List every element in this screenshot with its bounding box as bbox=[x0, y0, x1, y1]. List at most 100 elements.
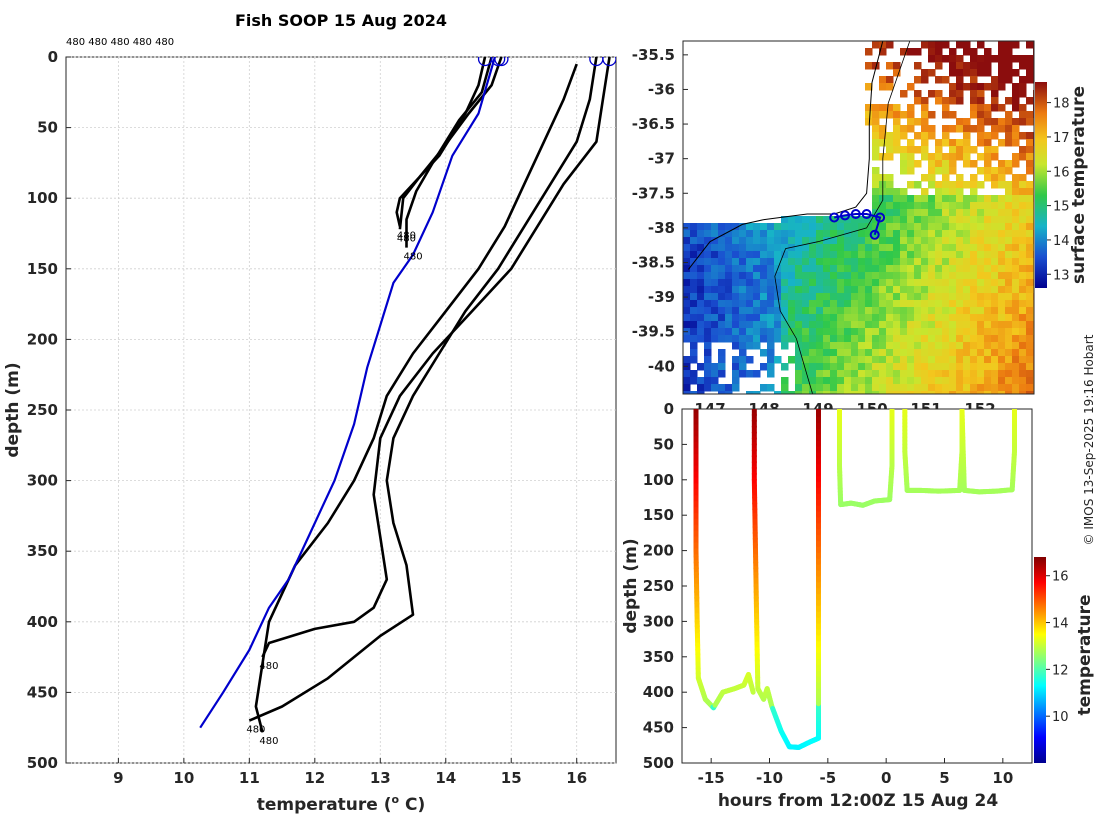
sst-pixel bbox=[935, 258, 943, 266]
sst-pixel bbox=[977, 90, 985, 98]
sst-pixel bbox=[963, 146, 971, 154]
sst-pixel bbox=[900, 377, 908, 385]
sst-pixel bbox=[725, 237, 733, 245]
sst-pixel bbox=[1005, 272, 1013, 280]
sst-pixel bbox=[956, 237, 964, 245]
sst-pixel bbox=[697, 377, 705, 385]
sst-pixel bbox=[991, 125, 999, 133]
sst-pixel bbox=[928, 181, 936, 189]
sst-pixel bbox=[970, 195, 978, 203]
sst-pixel bbox=[795, 265, 803, 273]
sst-pixel bbox=[900, 132, 908, 140]
top-profile-labels: 480 480 480 480 480 bbox=[66, 37, 174, 48]
sst-pixel bbox=[977, 265, 985, 273]
sst-pixel bbox=[949, 356, 957, 364]
sst-pixel bbox=[991, 230, 999, 238]
sst-pixel bbox=[704, 356, 712, 364]
sst-pixel bbox=[907, 356, 915, 364]
sst-pixel bbox=[900, 223, 908, 231]
sst-pixel bbox=[879, 328, 887, 336]
sst-pixel bbox=[1005, 195, 1013, 203]
sst-pixel bbox=[760, 223, 768, 231]
sst-pixel bbox=[830, 321, 838, 329]
sst-pixel bbox=[963, 258, 971, 266]
sst-pixel bbox=[942, 244, 950, 252]
sst-pixel bbox=[893, 377, 901, 385]
sst-pixel bbox=[1005, 300, 1013, 308]
sst-pixel bbox=[900, 188, 908, 196]
sst-pixel bbox=[963, 181, 971, 189]
sst-pixel bbox=[886, 377, 894, 385]
sst-pixel bbox=[956, 174, 964, 182]
sst-pixel bbox=[690, 244, 698, 252]
sst-pixel bbox=[823, 384, 831, 392]
sst-pixel bbox=[907, 223, 915, 231]
sst-pixel bbox=[998, 265, 1006, 273]
sst-pixel bbox=[963, 370, 971, 378]
sst-pixel bbox=[921, 132, 929, 140]
sst-pixel bbox=[921, 307, 929, 315]
sst-pixel bbox=[809, 391, 817, 394]
sst-pixel bbox=[816, 314, 824, 322]
profile-end-label: 480 bbox=[259, 661, 278, 672]
sst-pixel bbox=[942, 349, 950, 357]
lat-tick-label: -35.5 bbox=[632, 46, 675, 64]
sst-pixel bbox=[809, 251, 817, 259]
sst-pixel bbox=[774, 314, 782, 322]
sst-pixel bbox=[872, 363, 880, 371]
sst-pixel bbox=[935, 300, 943, 308]
y-tick-label: 0 bbox=[664, 400, 674, 418]
sst-pixel bbox=[991, 97, 999, 105]
sst-pixel bbox=[858, 307, 866, 315]
series-line-profile-6 bbox=[261, 57, 611, 658]
sst-pixel bbox=[907, 363, 915, 371]
sst-pixel bbox=[970, 146, 978, 154]
sst-pixel bbox=[1019, 300, 1027, 308]
sst-pixel bbox=[893, 384, 901, 392]
sst-pixel bbox=[963, 391, 971, 394]
sst-pixel bbox=[977, 349, 985, 357]
sst-pixel bbox=[690, 300, 698, 308]
sst-pixel bbox=[837, 258, 845, 266]
sst-pixel bbox=[725, 230, 733, 238]
sst-pixel bbox=[900, 328, 908, 336]
sst-pixel bbox=[984, 384, 992, 392]
sst-pixel bbox=[753, 286, 761, 294]
sst-pixel bbox=[718, 272, 726, 280]
sst-pixel bbox=[718, 251, 726, 259]
sst-pixel bbox=[942, 279, 950, 287]
sst-pixel bbox=[704, 237, 712, 245]
sst-pixel bbox=[886, 209, 894, 217]
sst-pixel bbox=[732, 384, 740, 392]
sst-pixel bbox=[921, 125, 929, 133]
lat-tick-label: -40 bbox=[648, 357, 675, 375]
sst-pixel bbox=[809, 321, 817, 329]
sst-pixel bbox=[914, 62, 922, 70]
sst-pixel bbox=[991, 321, 999, 329]
sst-pixel bbox=[914, 237, 922, 245]
sst-pixel bbox=[837, 216, 845, 224]
sst-pixel bbox=[1012, 41, 1020, 49]
sst-pixel bbox=[795, 391, 803, 394]
sst-pixel bbox=[914, 216, 922, 224]
sst-pixel bbox=[1019, 286, 1027, 294]
sst-pixel bbox=[984, 69, 992, 77]
sst-pixel bbox=[767, 286, 775, 294]
sst-pixel bbox=[767, 244, 775, 252]
sst-pixel bbox=[963, 132, 971, 140]
sst-pixel bbox=[963, 223, 971, 231]
sst-pixel bbox=[837, 300, 845, 308]
sst-pixel bbox=[998, 328, 1006, 336]
sst-pixel bbox=[949, 251, 957, 259]
sst-pixel bbox=[970, 244, 978, 252]
sst-pixel bbox=[1019, 328, 1027, 336]
sst-pixel bbox=[732, 363, 740, 371]
sst-pixel bbox=[949, 62, 957, 70]
sst-pixel bbox=[844, 377, 852, 385]
y-tick-label: 150 bbox=[643, 506, 674, 524]
sst-pixel bbox=[851, 349, 859, 357]
sst-pixel bbox=[956, 328, 964, 336]
sst-pixel bbox=[928, 132, 936, 140]
sst-pixel bbox=[711, 335, 719, 343]
sst-pixel bbox=[942, 55, 950, 63]
